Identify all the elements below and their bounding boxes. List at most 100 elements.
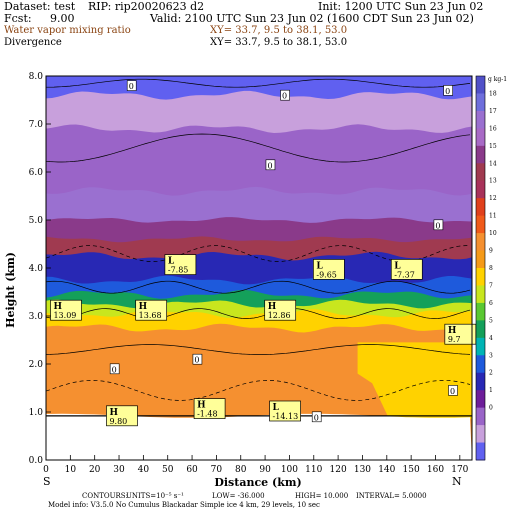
north-label: N	[452, 475, 462, 488]
contour-line	[46, 380, 471, 401]
fcst-value: 9.00	[50, 12, 75, 25]
colorbar-swatch	[476, 76, 485, 94]
contour-line	[46, 133, 471, 163]
x-tick-label: 0	[43, 465, 49, 475]
y-tick-label: 3.0	[29, 312, 44, 322]
x-tick-label: 160	[427, 465, 444, 475]
contours-units: UNITS=10⁻⁵ s⁻¹	[126, 492, 184, 500]
x-tick-label: 60	[186, 465, 198, 475]
extremum-value: 13.68	[139, 311, 162, 320]
x-tick-label: 100	[281, 465, 298, 475]
colorbar-swatch	[476, 145, 485, 164]
field2-name: Divergence	[4, 37, 62, 48]
x-tick-label: 70	[211, 465, 223, 475]
field2-xy: XY= 33.7, 9.5 to 38.1, 53.0	[210, 37, 348, 48]
colorbar-label: 16	[489, 125, 497, 132]
extremum-kind: L	[168, 257, 175, 267]
colorbar-swatch	[476, 180, 485, 199]
zero-contour-label: 0	[194, 356, 199, 365]
colorbar-swatch	[476, 128, 485, 147]
zero-contour-label: 0	[435, 221, 440, 230]
colorbar-swatch	[476, 268, 485, 286]
contour-line	[46, 78, 471, 88]
x-tick-label: 90	[259, 465, 271, 475]
colorbar-label: 0	[489, 405, 493, 412]
extremum-box	[50, 299, 82, 321]
extremum-box	[193, 398, 226, 419]
colorbar-swatch	[476, 442, 485, 461]
y-tick-label: 0.0	[29, 456, 44, 466]
colorbar-label: 10	[489, 230, 497, 237]
extremum-value: -7.37	[394, 270, 415, 279]
zero-contour-box	[280, 89, 290, 101]
south-label: S	[43, 475, 51, 488]
colorbar-swatch	[476, 407, 485, 426]
colorbar-frame	[475, 75, 486, 461]
dataset-label: Dataset: test	[4, 0, 76, 13]
extremum-value: 9.80	[109, 417, 127, 426]
valid-label: Valid: 2100 UTC Sun 23 Jun 02 (1600 CDT …	[150, 12, 474, 25]
contours-high: HIGH= 10.000	[295, 492, 349, 500]
extremum-box	[313, 259, 345, 280]
axes: 0 10 20 30 40 50 60 70 80 90 100 110 120 130 140 150 160…	[29, 72, 473, 475]
rip-label: RIP: rip20020623 d2	[88, 0, 205, 13]
extremum-kind: H	[139, 302, 148, 312]
y-tick-label: 6.0	[29, 168, 44, 178]
extremum-box	[264, 299, 297, 321]
x-tick-label: 130	[354, 465, 371, 475]
x-axis-label: Distance (km)	[214, 476, 301, 489]
colorbar-swatch	[476, 320, 485, 339]
extremum-value: -1.48	[197, 410, 218, 419]
contour-line	[46, 344, 471, 355]
colorbar-swatch	[476, 163, 485, 182]
init-label: Init: 1200 UTC Sun 23 Jun 02	[318, 0, 484, 13]
colorbar-label: 11	[489, 213, 497, 220]
contours-interval: INTERVAL= 5.0000	[356, 492, 427, 500]
zero-contour-box	[192, 353, 203, 365]
extremum-value: -9.65	[316, 270, 337, 279]
contour-line	[46, 308, 471, 319]
extremum-kind: H	[448, 326, 457, 336]
zero-contour-box	[433, 219, 444, 231]
x-tick-label: 10	[65, 465, 77, 475]
x-tick-label: 50	[162, 465, 174, 475]
colorbar-label: 6	[489, 300, 493, 307]
zero-contour-box	[109, 363, 120, 375]
zero-contour-box	[448, 385, 458, 396]
extremum-kind: L	[316, 261, 323, 271]
x-tick-label: 150	[403, 465, 420, 475]
extremum-value: 13.09	[53, 311, 76, 320]
zero-contour-box	[311, 411, 322, 423]
colorbar-label: 14	[489, 160, 497, 167]
colorbar-swatch	[476, 110, 485, 129]
contours-low: LOW= -36.000	[212, 492, 265, 500]
colorbar-swatch	[476, 425, 485, 444]
extremum-kind: H	[197, 401, 206, 411]
extremum-kind: L	[273, 403, 280, 413]
colorbar-swatch	[476, 390, 485, 409]
y-tick-label: 5.0	[29, 216, 44, 226]
colorbar-label: 12	[489, 195, 497, 202]
colorbar-swatch	[476, 355, 485, 374]
colorbar-label: 18	[489, 90, 497, 97]
extremum-box	[135, 299, 168, 321]
extremum-kind: H	[268, 302, 277, 312]
colorbar-label: 5	[489, 317, 493, 324]
colorbar-swatch	[476, 93, 485, 112]
contours-label: CONTOURS:	[82, 492, 128, 500]
y-tick-label: 1.0	[29, 408, 44, 418]
extremum-kind: H	[109, 408, 118, 418]
zero-contour-box	[126, 80, 137, 91]
colorbar-swatch	[476, 285, 485, 304]
x-tick-label: 80	[235, 465, 247, 475]
y-axis-label: Height (km)	[4, 252, 17, 328]
y-tick-label: 2.0	[29, 360, 44, 370]
zero-contour-label: 0	[129, 82, 134, 91]
zero-contour-label: 0	[112, 365, 117, 374]
colorbar-swatch	[476, 250, 485, 269]
zero-contour-label: 0	[282, 92, 287, 101]
contour-line	[46, 280, 471, 294]
y-tick-label: 8.0	[29, 72, 44, 82]
colorbar-label: 4	[489, 335, 493, 342]
zero-contour-label: 0	[314, 413, 319, 422]
